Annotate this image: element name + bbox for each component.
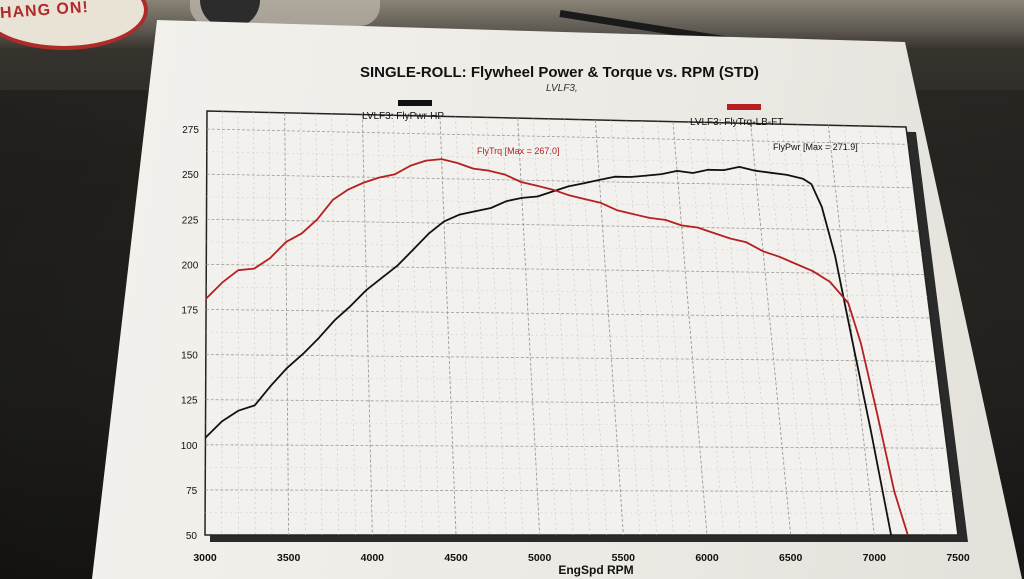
grid-line-minor: [205, 331, 934, 340]
chart-title: SINGLE-ROLL: Flywheel Power & Torque vs.…: [360, 64, 759, 81]
legend-label-power: LVLF3: FlyPwr-HP: [362, 111, 444, 122]
y-tick-label: 200: [182, 260, 199, 271]
x-tick-label: 5000: [528, 552, 552, 564]
grid-line-minor: [206, 286, 928, 297]
grid-line-horizontal: [205, 354, 936, 362]
grid-line-vertical: [284, 112, 290, 536]
power-series-line: [204, 165, 892, 536]
grid-line-horizontal: [206, 309, 931, 319]
grid-line-horizontal: [205, 399, 942, 406]
grid-line-vertical: [703, 122, 741, 536]
x-tick-label: 7500: [946, 552, 970, 564]
series-lines: [204, 158, 909, 536]
grid-line-minor: [206, 196, 917, 210]
y-tick-label: 225: [182, 215, 199, 226]
y-tick-label: 150: [181, 351, 198, 362]
grid-line-vertical: [610, 120, 641, 536]
y-tick-label: 250: [182, 170, 199, 181]
grid-line-vertical: [765, 123, 808, 536]
grid-line-minor: [206, 151, 911, 167]
grid-line-vertical: [346, 114, 356, 536]
grid-line-vertical: [361, 114, 373, 536]
grid-line-vertical: [719, 122, 758, 536]
grid-lines: [205, 111, 956, 536]
grid-line-vertical: [268, 112, 273, 536]
grid-line-vertical: [688, 121, 725, 536]
grid-line-minor: [205, 421, 945, 427]
torque-max-annotation: FlyTrq [Max = 267.0]: [477, 146, 559, 156]
grid-line-vertical: [517, 118, 541, 536]
grid-line-horizontal: [205, 489, 953, 492]
x-tick-label: 3000: [193, 552, 217, 564]
x-tick-label: 6000: [695, 552, 719, 564]
grid-line-vertical: [315, 113, 323, 536]
x-axis-label: EngSpd RPM: [558, 563, 633, 577]
grid-line-horizontal: [206, 218, 920, 232]
torque-series-line: [205, 158, 909, 536]
y-tick-labels: 50 75 100 125 150 175 200 225 250 275: [181, 125, 200, 542]
grid-line-vertical: [734, 123, 775, 536]
grid-line-vertical: [781, 124, 825, 536]
grid-line-minor: [205, 512, 956, 514]
y-tick-label: 275: [182, 125, 199, 136]
legend-swatch-power: [398, 100, 432, 106]
grid-line-horizontal: [206, 128, 909, 145]
chart-subtitle: LVLF3,: [546, 83, 578, 94]
grid-line-vertical: [890, 126, 942, 536]
grid-line-minor: [206, 241, 923, 254]
grid-line-vertical: [812, 124, 858, 536]
grid-line-vertical: [874, 126, 925, 536]
y-tick-label: 125: [181, 396, 198, 407]
grid-line-vertical: [657, 121, 691, 536]
x-tick-label: 6500: [779, 552, 803, 564]
x-tick-label: 3500: [277, 552, 301, 564]
x-tick-label: 4000: [361, 552, 385, 564]
grid-line-vertical: [221, 111, 223, 536]
grid-line-vertical: [796, 124, 842, 536]
legend-swatch-torque: [727, 104, 761, 110]
power-max-annotation: FlyPwr [Max = 271.9]: [773, 142, 858, 152]
grid-line-vertical: [330, 113, 340, 536]
plot-area: [204, 110, 959, 536]
grid-line-vertical: [299, 113, 306, 536]
y-tick-label: 50: [186, 531, 198, 542]
x-tick-label: 5500: [612, 552, 636, 564]
grid-line-horizontal: [205, 444, 947, 449]
grid-line-vertical: [377, 114, 390, 536]
grid-line-vertical: [626, 120, 658, 536]
grid-line-vertical: [253, 112, 256, 536]
y-tick-label: 100: [181, 441, 198, 452]
grid-line-vertical: [579, 119, 607, 536]
grid-line-vertical: [672, 121, 708, 536]
grid-line-vertical: [843, 125, 892, 536]
x-tick-label: 4500: [444, 552, 468, 564]
grid-line-horizontal: [206, 173, 914, 189]
grid-line-minor: [205, 376, 939, 384]
grid-line-minor: [205, 467, 950, 471]
y-tick-label: 175: [181, 305, 198, 316]
legend-label-torque: LVLF3: FlyTrq-LB-FT: [690, 117, 783, 128]
y-tick-label: 75: [186, 486, 198, 497]
x-tick-label: 7000: [863, 552, 887, 564]
grid-line-vertical: [827, 125, 875, 536]
grid-line-vertical: [750, 123, 792, 536]
x-tick-labels: 3000 3500 4000 4500 5000 5500 6000 6500 7000 7500: [193, 552, 970, 564]
grid-line-vertical: [594, 119, 624, 536]
grid-line-vertical: [859, 125, 909, 536]
grid-line-vertical: [641, 120, 674, 536]
